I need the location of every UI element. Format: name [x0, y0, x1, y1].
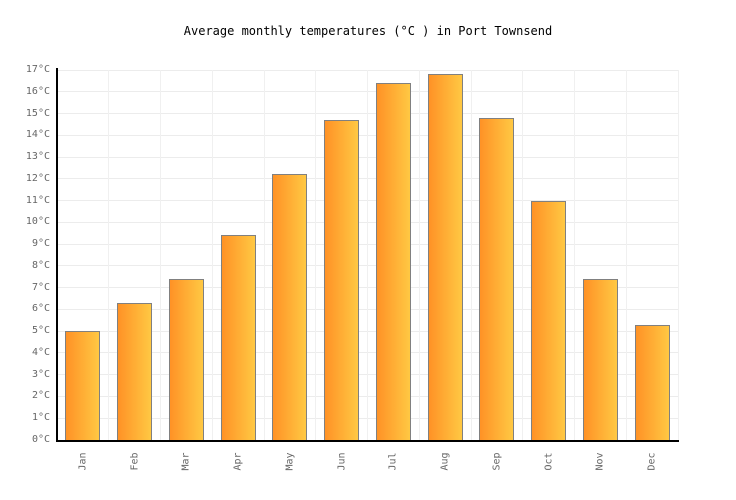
x-axis-label-mar: Mar — [168, 444, 204, 478]
x-axis-label-text: May — [284, 451, 296, 471]
bar-aug — [427, 74, 463, 440]
y-axis-tick-label: 5°C — [31, 325, 50, 337]
y-axis-tick-label: 10°C — [25, 216, 50, 228]
y-axis-tick-label: 11°C — [25, 194, 50, 206]
y-axis-tick-label: 8°C — [31, 259, 50, 271]
y-axis-tick-label: 17°C — [25, 64, 50, 75]
v-gridline — [522, 70, 524, 440]
x-axis-line — [56, 440, 679, 442]
y-axis-tick-label: 3°C — [31, 368, 50, 380]
x-axis-label-text: Dec — [646, 451, 658, 471]
y-axis-tick-label: 13°C — [25, 151, 50, 163]
bar-apr — [220, 235, 256, 440]
y-axis-tick-label: 12°C — [25, 172, 50, 184]
x-axis-label-text: Mar — [180, 451, 192, 471]
bar-dec — [634, 324, 670, 440]
bar-jan — [65, 331, 101, 440]
x-axis-label-text: Feb — [129, 451, 141, 471]
y-axis-tick-label: 15°C — [25, 107, 50, 119]
bar-oct — [531, 200, 567, 440]
bar-jul — [375, 83, 411, 440]
v-gridline — [625, 70, 627, 440]
v-gridline — [418, 70, 420, 440]
x-axis-label-feb: Feb — [117, 444, 153, 478]
y-axis-tick-label: 1°C — [31, 412, 50, 424]
x-axis-label-may: May — [272, 444, 308, 478]
v-gridline — [470, 70, 472, 440]
y-axis-tick-label: 2°C — [31, 390, 50, 402]
x-axis-label-text: Jun — [336, 451, 348, 471]
x-axis-label-text: Nov — [594, 451, 606, 471]
x-axis-label-sep: Sep — [479, 444, 515, 478]
x-axis-label-jun: Jun — [324, 444, 360, 478]
x-axis-label-text: Oct — [543, 451, 555, 471]
y-axis-tick-label: 9°C — [31, 238, 50, 250]
v-gridline — [211, 70, 213, 440]
y-axis-tick-label: 0°C — [31, 434, 50, 445]
x-axis-label-text: Apr — [232, 451, 244, 471]
y-axis-tick-label: 14°C — [25, 129, 50, 141]
x-axis-label-text: Sep — [491, 451, 503, 471]
v-gridline — [574, 70, 575, 440]
bar-feb — [117, 302, 153, 440]
v-gridline — [263, 70, 265, 440]
bar-jun — [324, 120, 360, 440]
y-axis-tick-label: 16°C — [25, 85, 50, 97]
x-axis-label-apr: Apr — [220, 444, 256, 478]
y-axis-tick-label: 7°C — [31, 281, 50, 293]
x-axis-label-text: Jan — [77, 451, 89, 471]
v-gridline — [677, 70, 679, 440]
x-axis-label-text: Aug — [439, 451, 451, 471]
y-axis-tick-label: 4°C — [31, 346, 50, 358]
v-gridline — [108, 70, 110, 440]
bar-sep — [479, 117, 515, 440]
x-axis-label-jan: Jan — [65, 444, 101, 478]
x-axis-label-nov: Nov — [582, 444, 618, 478]
x-axis-label-jul: Jul — [375, 444, 411, 478]
v-gridline — [315, 70, 317, 440]
x-axis-label-oct: Oct — [531, 444, 567, 478]
chart-title: Average monthly temperatures (°C ) in Po… — [183, 24, 553, 38]
v-gridline — [160, 70, 161, 440]
x-axis-label-aug: Aug — [427, 444, 463, 478]
x-axis-label-text: Jul — [387, 451, 399, 471]
x-axis-label-dec: Dec — [634, 444, 670, 478]
y-axis-tick-label: 6°C — [31, 303, 50, 315]
v-gridline — [367, 70, 368, 440]
bar-mar — [168, 278, 204, 440]
bar-nov — [582, 278, 618, 440]
bar-may — [272, 174, 308, 440]
y-axis-line — [56, 68, 58, 442]
